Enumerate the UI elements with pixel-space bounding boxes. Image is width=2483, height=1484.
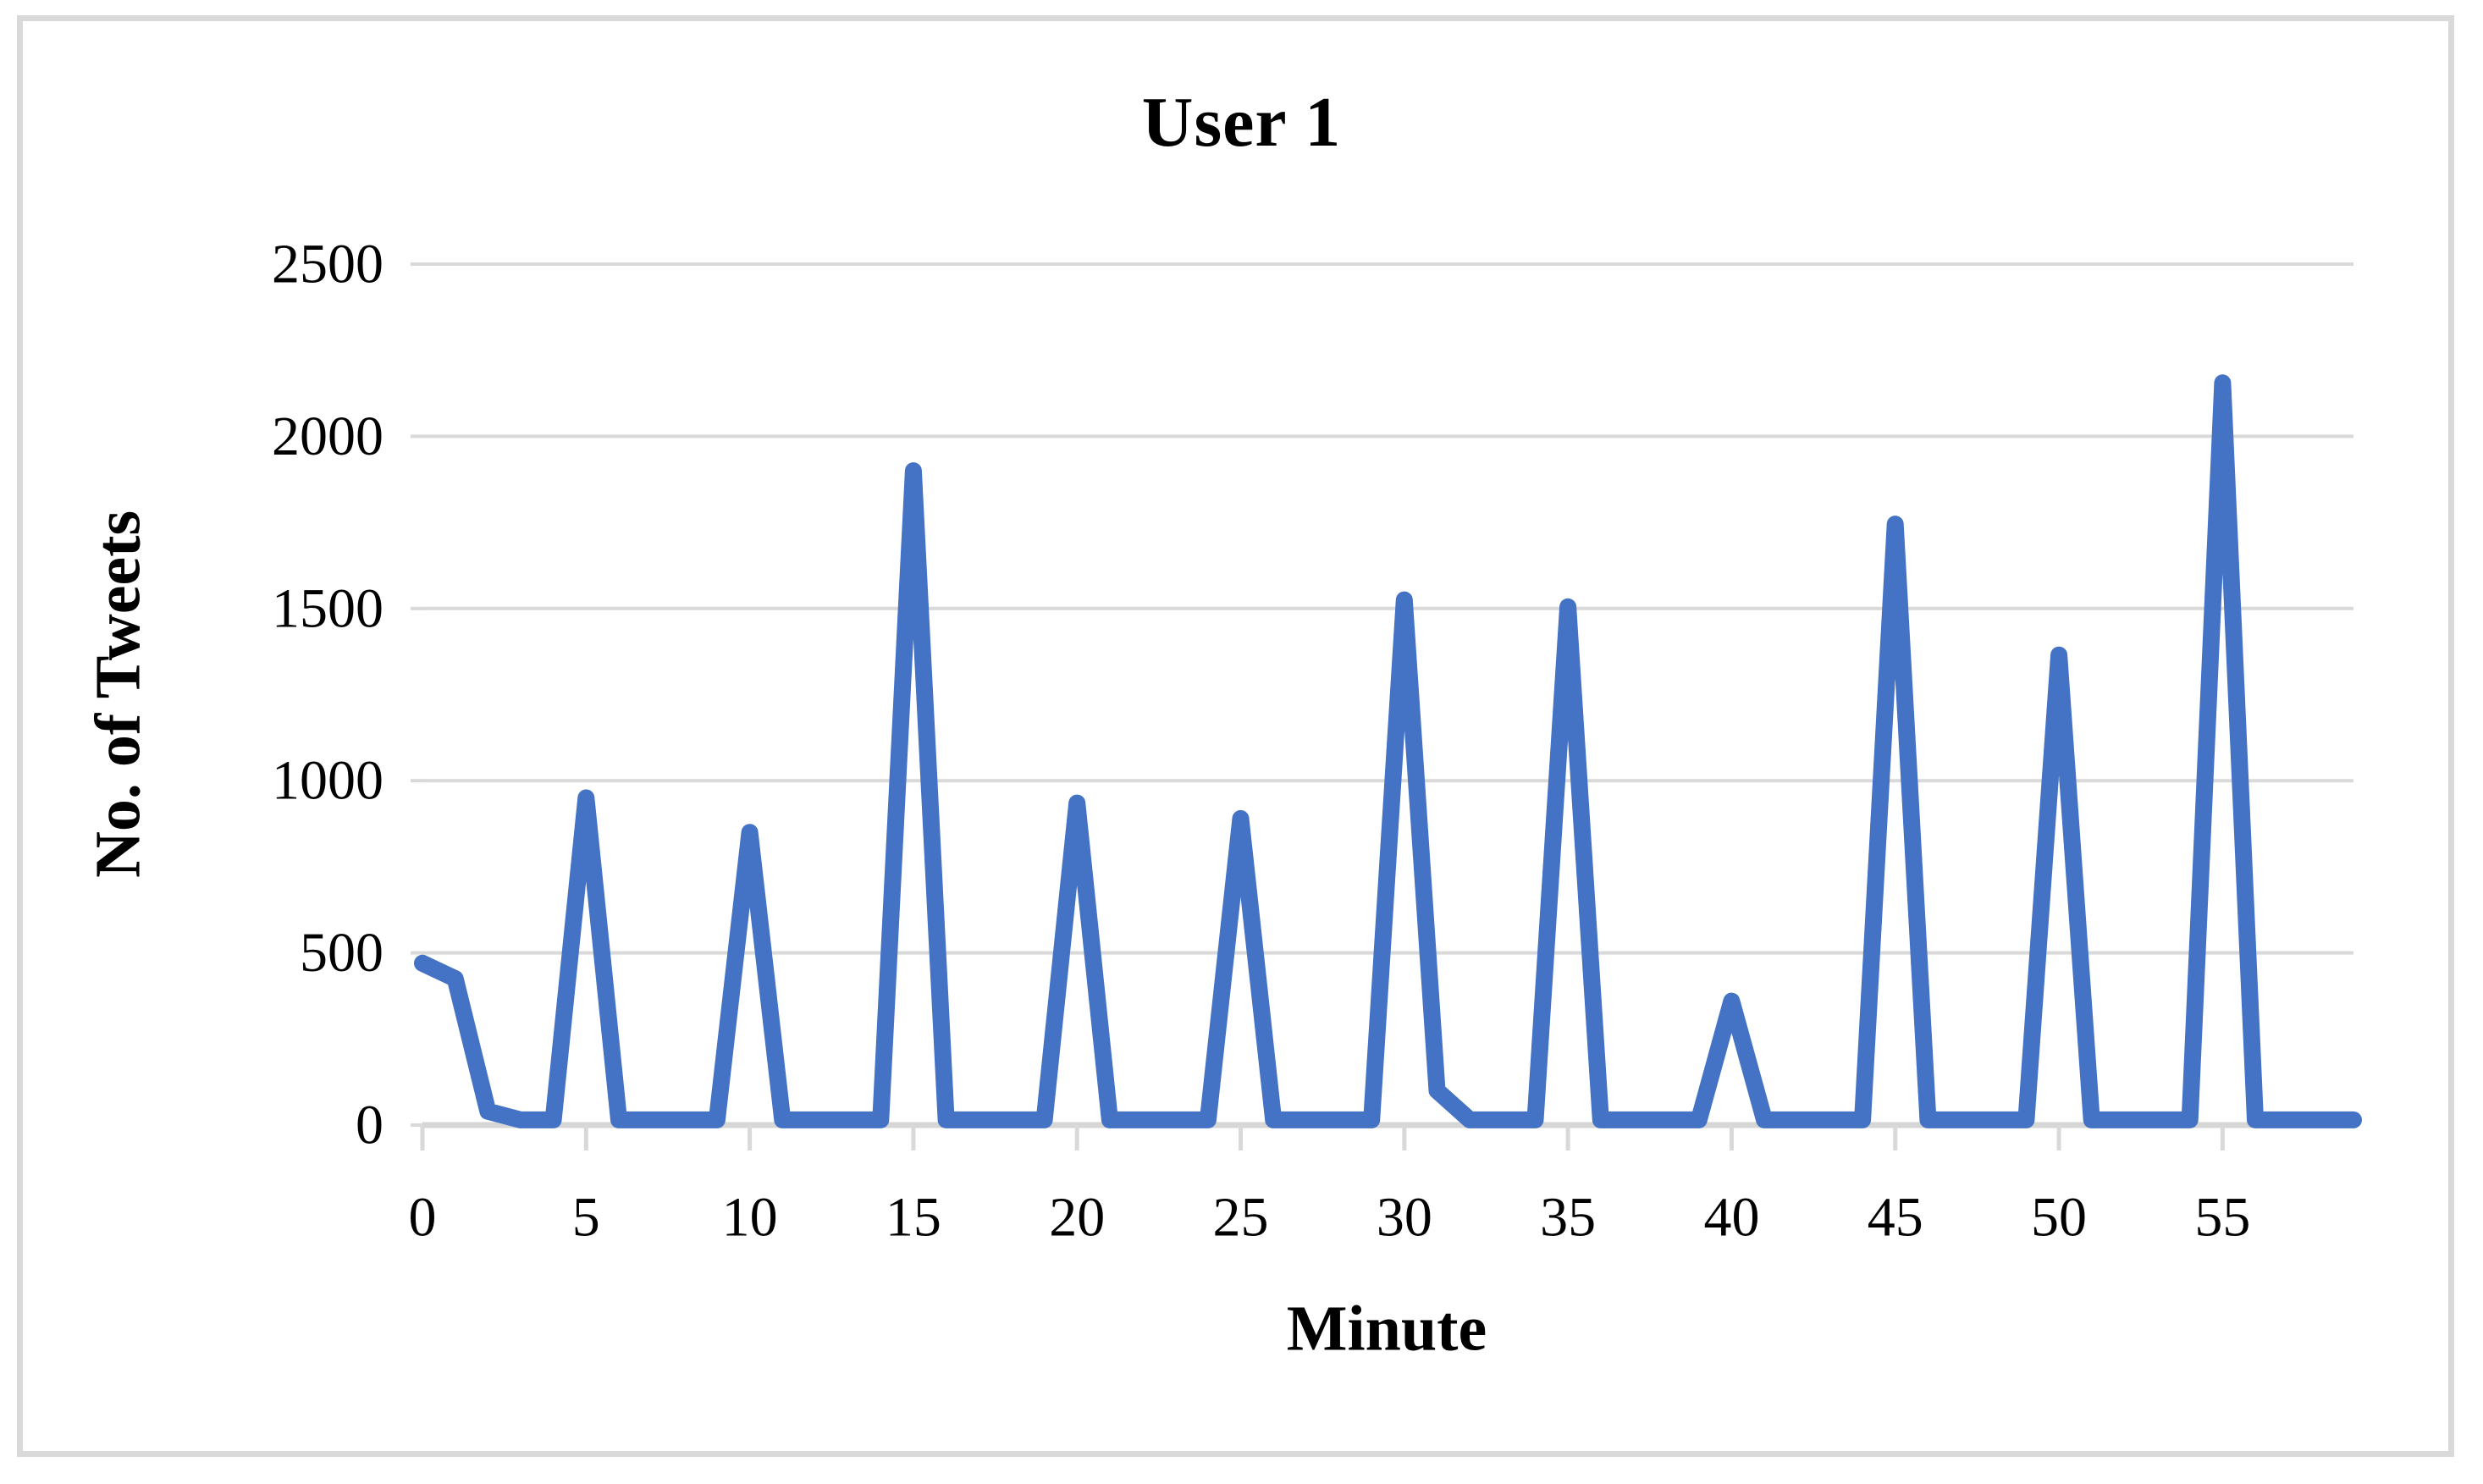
x-tick-label-40: 40 [1703,1187,1759,1249]
y-tick-label-0: 0 [356,1095,383,1156]
y-tick-label-1000: 1000 [272,750,383,812]
y-tick-label-1500: 1500 [272,577,383,639]
x-tick-label-0: 0 [409,1187,437,1249]
x-tick-label-10: 10 [722,1187,778,1249]
x-tick-label-35: 35 [1540,1187,1596,1249]
x-tick-label-55: 55 [2194,1187,2250,1249]
x-tick-label-15: 15 [886,1187,941,1249]
y-tick-label-2000: 2000 [272,405,383,467]
y-tick-label-500: 500 [300,922,383,984]
x-tick-label-30: 30 [1377,1187,1432,1249]
x-tick-label-5: 5 [572,1187,600,1249]
chart-title: User 1 [1141,83,1342,162]
x-tick-label-45: 45 [1868,1187,1923,1249]
x-tick-label-20: 20 [1049,1187,1105,1249]
x-tick-label-25: 25 [1213,1187,1269,1249]
x-tick-label-50: 50 [2031,1187,2087,1249]
y-tick-label-2500: 2500 [272,234,383,295]
data-series-line [414,374,2362,1128]
x-axis-title: Minute [1286,1293,1487,1365]
